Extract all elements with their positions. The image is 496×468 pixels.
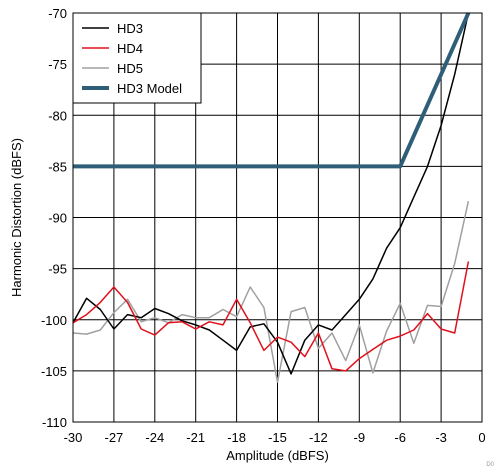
x-tick-label: -6 <box>394 430 406 445</box>
x-tick-label: -3 <box>435 430 447 445</box>
legend-label-hd3-model: HD3 Model <box>117 81 182 96</box>
series-lines <box>72 12 471 383</box>
x-tick-label: -9 <box>354 430 366 445</box>
x-axis-label: Amplitude (dBFS) <box>226 448 329 463</box>
x-tick-label: -15 <box>268 430 287 445</box>
x-tick-label: -30 <box>64 430 83 445</box>
legend: HD3 HD4 HD5 HD3 Model <box>72 12 202 104</box>
y-tick-label: -95 <box>48 262 67 277</box>
legend-label-hd4: HD4 <box>117 41 143 56</box>
y-tick-label: -75 <box>48 57 67 72</box>
y-tick-label: -70 <box>48 6 67 21</box>
x-tick-label: -27 <box>105 430 124 445</box>
y-tick-label: -85 <box>48 159 67 174</box>
y-tick-label: -80 <box>48 108 67 123</box>
x-tick-label: -18 <box>227 430 246 445</box>
x-tick-label: -21 <box>186 430 205 445</box>
y-tick-label: -110 <box>42 415 67 430</box>
series-line-hd3 <box>72 12 470 375</box>
x-tick-label: -12 <box>309 430 328 445</box>
legend-label-hd5: HD5 <box>117 61 143 76</box>
y-tick-label: -90 <box>48 211 67 226</box>
y-tick-label: -105 <box>41 364 67 379</box>
plot-frame <box>72 12 483 423</box>
y-tick-label: -100 <box>41 313 67 328</box>
y-axis-label: Harmonic Distortion (dBFS) <box>9 138 24 297</box>
legend-label-hd3: HD3 <box>117 21 143 36</box>
series-line-hd3-model <box>73 12 471 169</box>
series-line-hd4 <box>72 261 470 372</box>
corner-mark: D0 <box>486 462 494 468</box>
tick-labels: -30 -27 -24 -21 -18 -15 -12 -9 -6 -3 0-70-75-80-85… <box>41 6 486 445</box>
series-line-hd5 <box>72 200 470 383</box>
x-tick-label: 0 <box>478 430 485 445</box>
x-tick-label: -24 <box>145 430 164 445</box>
